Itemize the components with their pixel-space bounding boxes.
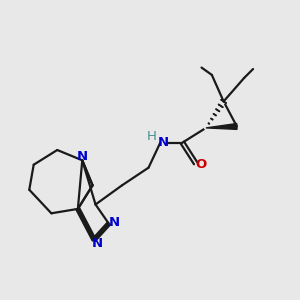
Text: N: N — [77, 150, 88, 163]
Text: N: N — [109, 216, 120, 229]
Text: O: O — [195, 158, 207, 171]
Text: N: N — [92, 237, 103, 250]
Polygon shape — [206, 124, 237, 129]
Text: N: N — [158, 136, 169, 149]
Text: H: H — [147, 130, 157, 143]
